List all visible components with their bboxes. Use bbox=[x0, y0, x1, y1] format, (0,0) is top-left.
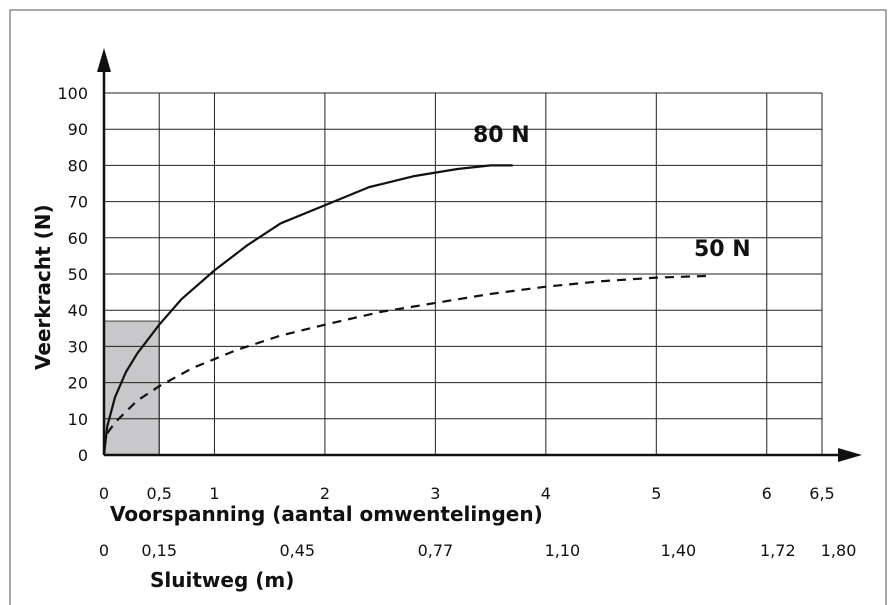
x-tick-label: 2 bbox=[320, 484, 330, 503]
x-tick-label: 6 bbox=[762, 484, 772, 503]
secondary-x-tick-label: 0,15 bbox=[141, 541, 177, 560]
y-tick-label: 20 bbox=[68, 374, 88, 393]
y-tick-label: 30 bbox=[68, 337, 88, 356]
y-tick-label: 100 bbox=[57, 84, 88, 103]
series-line-80n bbox=[102, 164, 513, 456]
secondary-x-tick-label: 1,40 bbox=[661, 541, 697, 560]
secondary-x-tick-label: 0,45 bbox=[279, 541, 315, 560]
series-line-50n bbox=[106, 274, 712, 434]
x-axis-arrow bbox=[838, 448, 862, 462]
chart-border bbox=[9, 9, 887, 605]
secondary-x-tick-label: 1,72 bbox=[760, 541, 796, 560]
y-axis-label: Veerkracht (N) bbox=[31, 204, 55, 370]
x-tick-label: 0,5 bbox=[147, 484, 172, 503]
x-tick-label: 4 bbox=[541, 484, 551, 503]
secondary-x-tick-label: 1,80 bbox=[821, 541, 857, 560]
secondary-x-axis-label: Sluitweg (m) bbox=[150, 568, 294, 592]
x-tick-label: 0 bbox=[99, 484, 109, 503]
series-label-50n: 50 N bbox=[694, 237, 751, 262]
y-axis-arrow bbox=[97, 48, 111, 72]
y-tick-label: 90 bbox=[68, 120, 88, 139]
shaded-region bbox=[103, 320, 160, 456]
y-tick-label: 40 bbox=[68, 301, 88, 320]
secondary-x-tick-label: 0,77 bbox=[418, 541, 454, 560]
series-label-80n: 80 N bbox=[473, 123, 530, 148]
y-tick-label: 10 bbox=[68, 410, 88, 429]
y-tick-label: 50 bbox=[68, 265, 88, 284]
x-tick-label: 6,5 bbox=[809, 484, 834, 503]
y-tick-label: 60 bbox=[68, 229, 88, 248]
x-tick-label: 5 bbox=[651, 484, 661, 503]
y-tick-label: 0 bbox=[78, 446, 88, 465]
y-tick-label: 70 bbox=[68, 193, 88, 212]
x-tick-label: 3 bbox=[430, 484, 440, 503]
secondary-x-tick-label: 1,10 bbox=[545, 541, 581, 560]
y-tick-label: 80 bbox=[68, 156, 88, 175]
secondary-x-tick-label: 0 bbox=[99, 541, 109, 560]
x-axis-label: Voorspanning (aantal omwentelingen) bbox=[110, 502, 543, 526]
x-tick-label: 1 bbox=[209, 484, 219, 503]
